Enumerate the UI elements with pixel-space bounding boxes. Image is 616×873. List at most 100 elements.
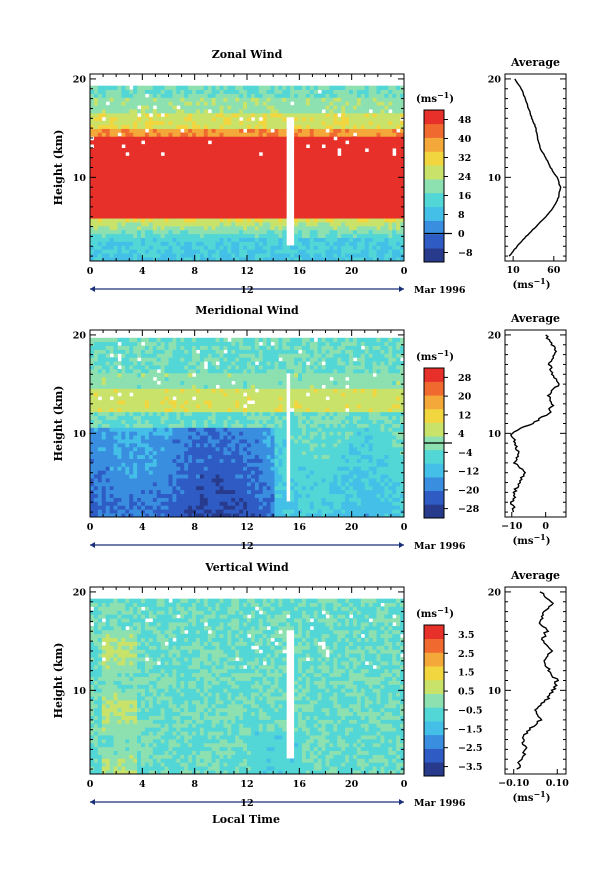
heatmap-cell	[356, 253, 362, 258]
heatmap-cell	[184, 474, 189, 479]
heatmap-cell	[192, 404, 197, 409]
heatmap-cell	[274, 124, 279, 129]
heatmap-cell	[172, 442, 177, 448]
heatmap-cell	[117, 183, 122, 188]
heatmap-cell	[388, 93, 393, 98]
heatmap-cell	[231, 144, 236, 149]
heatmap-cell	[192, 89, 197, 94]
heatmap-cell	[176, 148, 181, 153]
heatmap-cell	[125, 505, 130, 510]
heatmap-cell	[333, 190, 338, 196]
heatmap-cell	[125, 493, 130, 498]
heatmap-cell	[93, 353, 99, 358]
heatmap-cell	[152, 466, 158, 471]
heatmap-cell	[380, 112, 385, 118]
heatmap-cell	[168, 415, 173, 421]
heatmap-cell	[396, 222, 401, 227]
heatmap-cell	[368, 167, 374, 172]
heatmap-cell	[321, 140, 326, 145]
heatmap-cell	[195, 179, 201, 184]
heatmap-cell	[160, 167, 165, 172]
heatmap-cell	[156, 513, 162, 518]
heatmap-cell	[137, 404, 142, 409]
heatmap-cell	[148, 353, 154, 358]
heatmap-cell	[121, 349, 126, 354]
heatmap-cell	[250, 124, 256, 129]
heatmap-cell	[195, 396, 201, 401]
heatmap-cell	[207, 183, 213, 188]
heatmap-cell	[90, 462, 95, 467]
heatmap-cell	[325, 85, 330, 90]
heatmap-cell	[380, 151, 385, 157]
heatmap-cell	[117, 384, 122, 389]
heatmap-cell	[180, 222, 185, 227]
heatmap-cell	[368, 148, 374, 153]
heatmap-cell	[207, 194, 213, 200]
heatmap-cell	[372, 105, 377, 110]
heatmap-cell	[90, 353, 95, 358]
heatmap-cell	[121, 446, 126, 452]
heatmap-cell	[192, 194, 197, 200]
heatmap-cell	[313, 93, 319, 98]
heatmap-cell	[364, 218, 370, 223]
heatmap-cell	[172, 186, 177, 192]
heatmap-cell	[250, 109, 256, 114]
heatmap-cell	[109, 194, 114, 200]
heatmap-cell	[384, 229, 389, 235]
heatmap-cell	[270, 202, 275, 207]
heatmap-cell	[294, 112, 299, 118]
y-tick-label: 20	[73, 74, 87, 85]
heatmap-cell	[278, 218, 283, 223]
heatmap-cell	[93, 497, 99, 502]
heatmap-cell	[250, 148, 256, 153]
heatmap-cell	[325, 144, 330, 149]
heatmap-cell	[199, 171, 205, 176]
heatmap-cell	[258, 198, 264, 203]
heatmap-cell	[184, 222, 189, 227]
heatmap-cell	[356, 128, 362, 133]
heatmap-cell	[305, 218, 311, 223]
heatmap-cell	[156, 253, 162, 258]
heatmap-cell	[113, 357, 118, 362]
heatmap-cell	[199, 357, 205, 362]
heatmap-cell	[168, 249, 173, 254]
heatmap-cell	[235, 109, 240, 114]
heatmap-cell	[90, 439, 95, 444]
heatmap-cell	[172, 446, 177, 452]
heatmap-cell	[133, 120, 138, 126]
heatmap-cell	[97, 105, 103, 110]
heatmap-cell	[141, 101, 146, 106]
heatmap-cell	[125, 376, 130, 382]
heatmap-cell	[345, 186, 350, 192]
heatmap-cell	[195, 345, 201, 350]
heatmap-cell	[199, 392, 205, 397]
heatmap-cell	[192, 163, 197, 168]
heatmap-cell	[148, 85, 154, 90]
heatmap-cell	[90, 466, 95, 471]
heatmap-cell	[301, 194, 307, 200]
heatmap-cell	[192, 218, 197, 223]
heatmap-cell	[105, 159, 111, 165]
heatmap-cell	[192, 233, 197, 239]
heatmap-cell	[199, 396, 205, 401]
heatmap-cell	[396, 210, 401, 215]
heatmap-cell	[360, 112, 366, 118]
heatmap-cell	[133, 411, 138, 417]
heatmap-cell	[144, 175, 150, 180]
heatmap-cell	[372, 132, 377, 137]
heatmap-cell	[160, 353, 165, 358]
heatmap-cell	[345, 109, 350, 114]
heatmap-cell	[117, 400, 122, 405]
heatmap-cell	[333, 112, 338, 118]
heatmap-cell	[105, 245, 111, 250]
heatmap-cell	[125, 349, 130, 354]
heatmap-cell	[270, 183, 275, 188]
heatmap-cell	[160, 241, 165, 246]
heatmap-cell	[278, 237, 283, 242]
heatmap-cell	[345, 112, 350, 118]
heatmap-cell	[97, 229, 103, 235]
heatmap-cell	[227, 206, 232, 211]
heatmap-cell	[105, 229, 111, 235]
heatmap-cell	[160, 427, 165, 432]
